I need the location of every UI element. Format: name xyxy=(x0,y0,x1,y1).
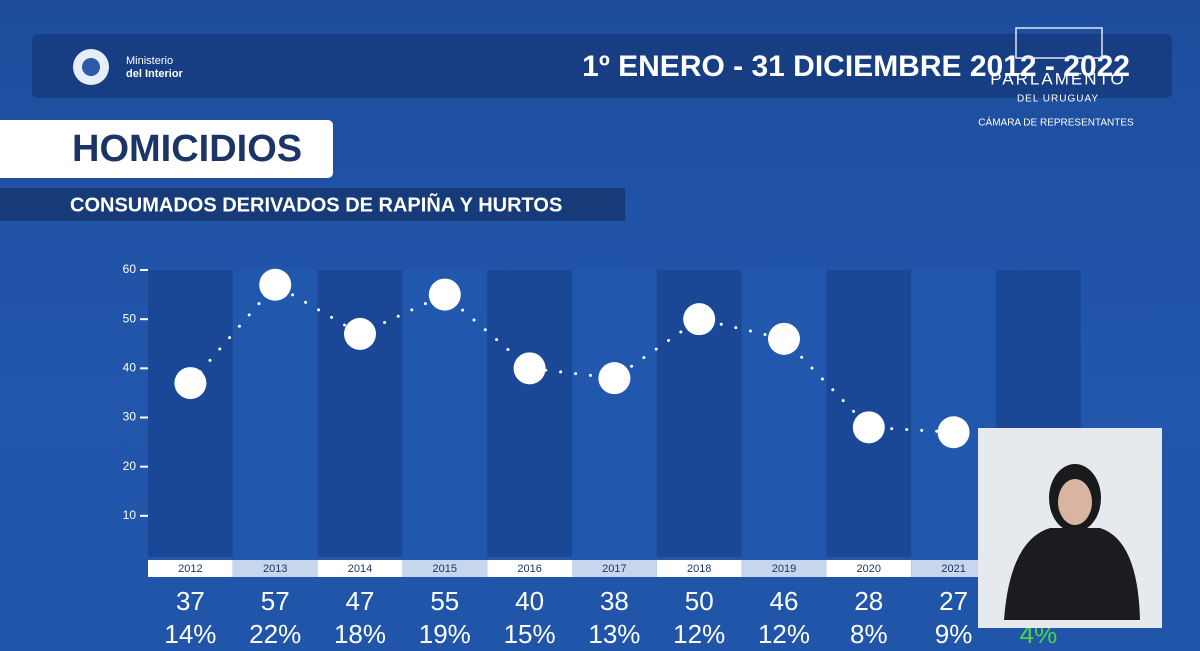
title-box xyxy=(0,120,333,178)
data-point xyxy=(768,322,800,355)
share-label: 8% xyxy=(850,619,888,649)
x-tick-label: 2017 xyxy=(602,563,626,575)
column-band xyxy=(572,270,657,557)
value-label: 38 xyxy=(600,586,629,616)
column-band xyxy=(487,270,572,557)
x-tick-label: 2015 xyxy=(433,563,457,575)
share-label: 14% xyxy=(164,619,216,649)
label-cell xyxy=(656,560,742,577)
chart-title: HOMICIDIOS xyxy=(72,128,302,170)
value-label: 47 xyxy=(346,586,375,616)
label-cell xyxy=(741,560,827,577)
label-cell xyxy=(232,560,318,577)
data-point xyxy=(174,367,207,400)
parliament-sub: DEL URUGUAY xyxy=(1017,94,1099,105)
x-tick-label: 2014 xyxy=(348,563,372,575)
x-tick-label: 2012 xyxy=(178,563,202,575)
x-tick-label: 2018 xyxy=(687,563,711,575)
column-band xyxy=(232,270,318,557)
share-label: 12% xyxy=(758,619,810,649)
period: 1º ENERO - 31 DICIEMBRE 2012 - 2022 xyxy=(582,50,1130,83)
share-label: 22% xyxy=(249,619,301,649)
column-band xyxy=(148,270,233,557)
parliament: PARLAMENTO xyxy=(990,69,1126,88)
share-label: 13% xyxy=(588,619,640,649)
chart-subtitle: CONSUMADOS DERIVADOS DE RAPIÑA Y HURTOS xyxy=(70,193,562,216)
label-cell xyxy=(402,560,488,577)
y-tick-label: 60 xyxy=(123,262,137,276)
parliament-logo xyxy=(1015,27,1103,59)
header-bar xyxy=(32,34,1172,98)
y-tick-label: 50 xyxy=(123,311,137,325)
label-cell xyxy=(911,560,996,577)
data-point xyxy=(344,317,376,350)
value-label: 55 xyxy=(430,586,459,616)
data-point xyxy=(937,416,970,449)
y-tick-label: 10 xyxy=(123,508,137,522)
value-label: 28 xyxy=(854,586,883,616)
value-label: 50 xyxy=(685,586,714,616)
y-tick-label: 40 xyxy=(123,361,137,375)
share-label: 18% xyxy=(334,619,386,649)
ministry-name: del Interior xyxy=(126,68,184,80)
value-label: 57 xyxy=(261,586,290,616)
column-band xyxy=(317,270,403,557)
data-point xyxy=(259,268,292,301)
ministry-logo-center xyxy=(82,58,100,76)
x-tick-label: 2019 xyxy=(772,563,796,575)
label-cell xyxy=(317,560,403,577)
label-cell xyxy=(572,560,657,577)
column-band xyxy=(402,270,488,557)
interpreter-body xyxy=(1004,528,1140,620)
data-point xyxy=(428,278,461,311)
interpreter-video xyxy=(978,428,1162,628)
share-label: 15% xyxy=(504,619,556,649)
data-point xyxy=(852,411,885,444)
x-tick-label: 2021 xyxy=(941,563,965,575)
subtitle-bar xyxy=(0,188,625,221)
x-tick-label: 2020 xyxy=(857,563,881,575)
data-point xyxy=(513,352,546,385)
data-point xyxy=(683,303,716,336)
ministry-name: Ministerio xyxy=(126,55,173,67)
y-tick-label: 20 xyxy=(123,459,137,473)
label-cell xyxy=(148,560,233,577)
label-cell xyxy=(826,560,912,577)
label-cell xyxy=(487,560,572,577)
x-tick-label: 2016 xyxy=(517,563,541,575)
x-tick-label: 2013 xyxy=(263,563,287,575)
data-line xyxy=(188,282,956,434)
y-tick-label: 30 xyxy=(123,410,137,424)
value-label: 40 xyxy=(515,586,544,616)
chamber: CÁMARA DE REPRESENTANTES xyxy=(978,116,1134,129)
value-label: 46 xyxy=(770,586,799,616)
interpreter-face xyxy=(1058,479,1092,525)
share-label: 19% xyxy=(419,619,471,649)
value-label: 27 xyxy=(939,586,968,616)
share-label: 12% xyxy=(673,619,725,649)
share-label: 9% xyxy=(935,619,973,649)
column-band xyxy=(741,270,827,557)
data-point xyxy=(598,362,631,395)
value-label: 37 xyxy=(176,586,205,616)
